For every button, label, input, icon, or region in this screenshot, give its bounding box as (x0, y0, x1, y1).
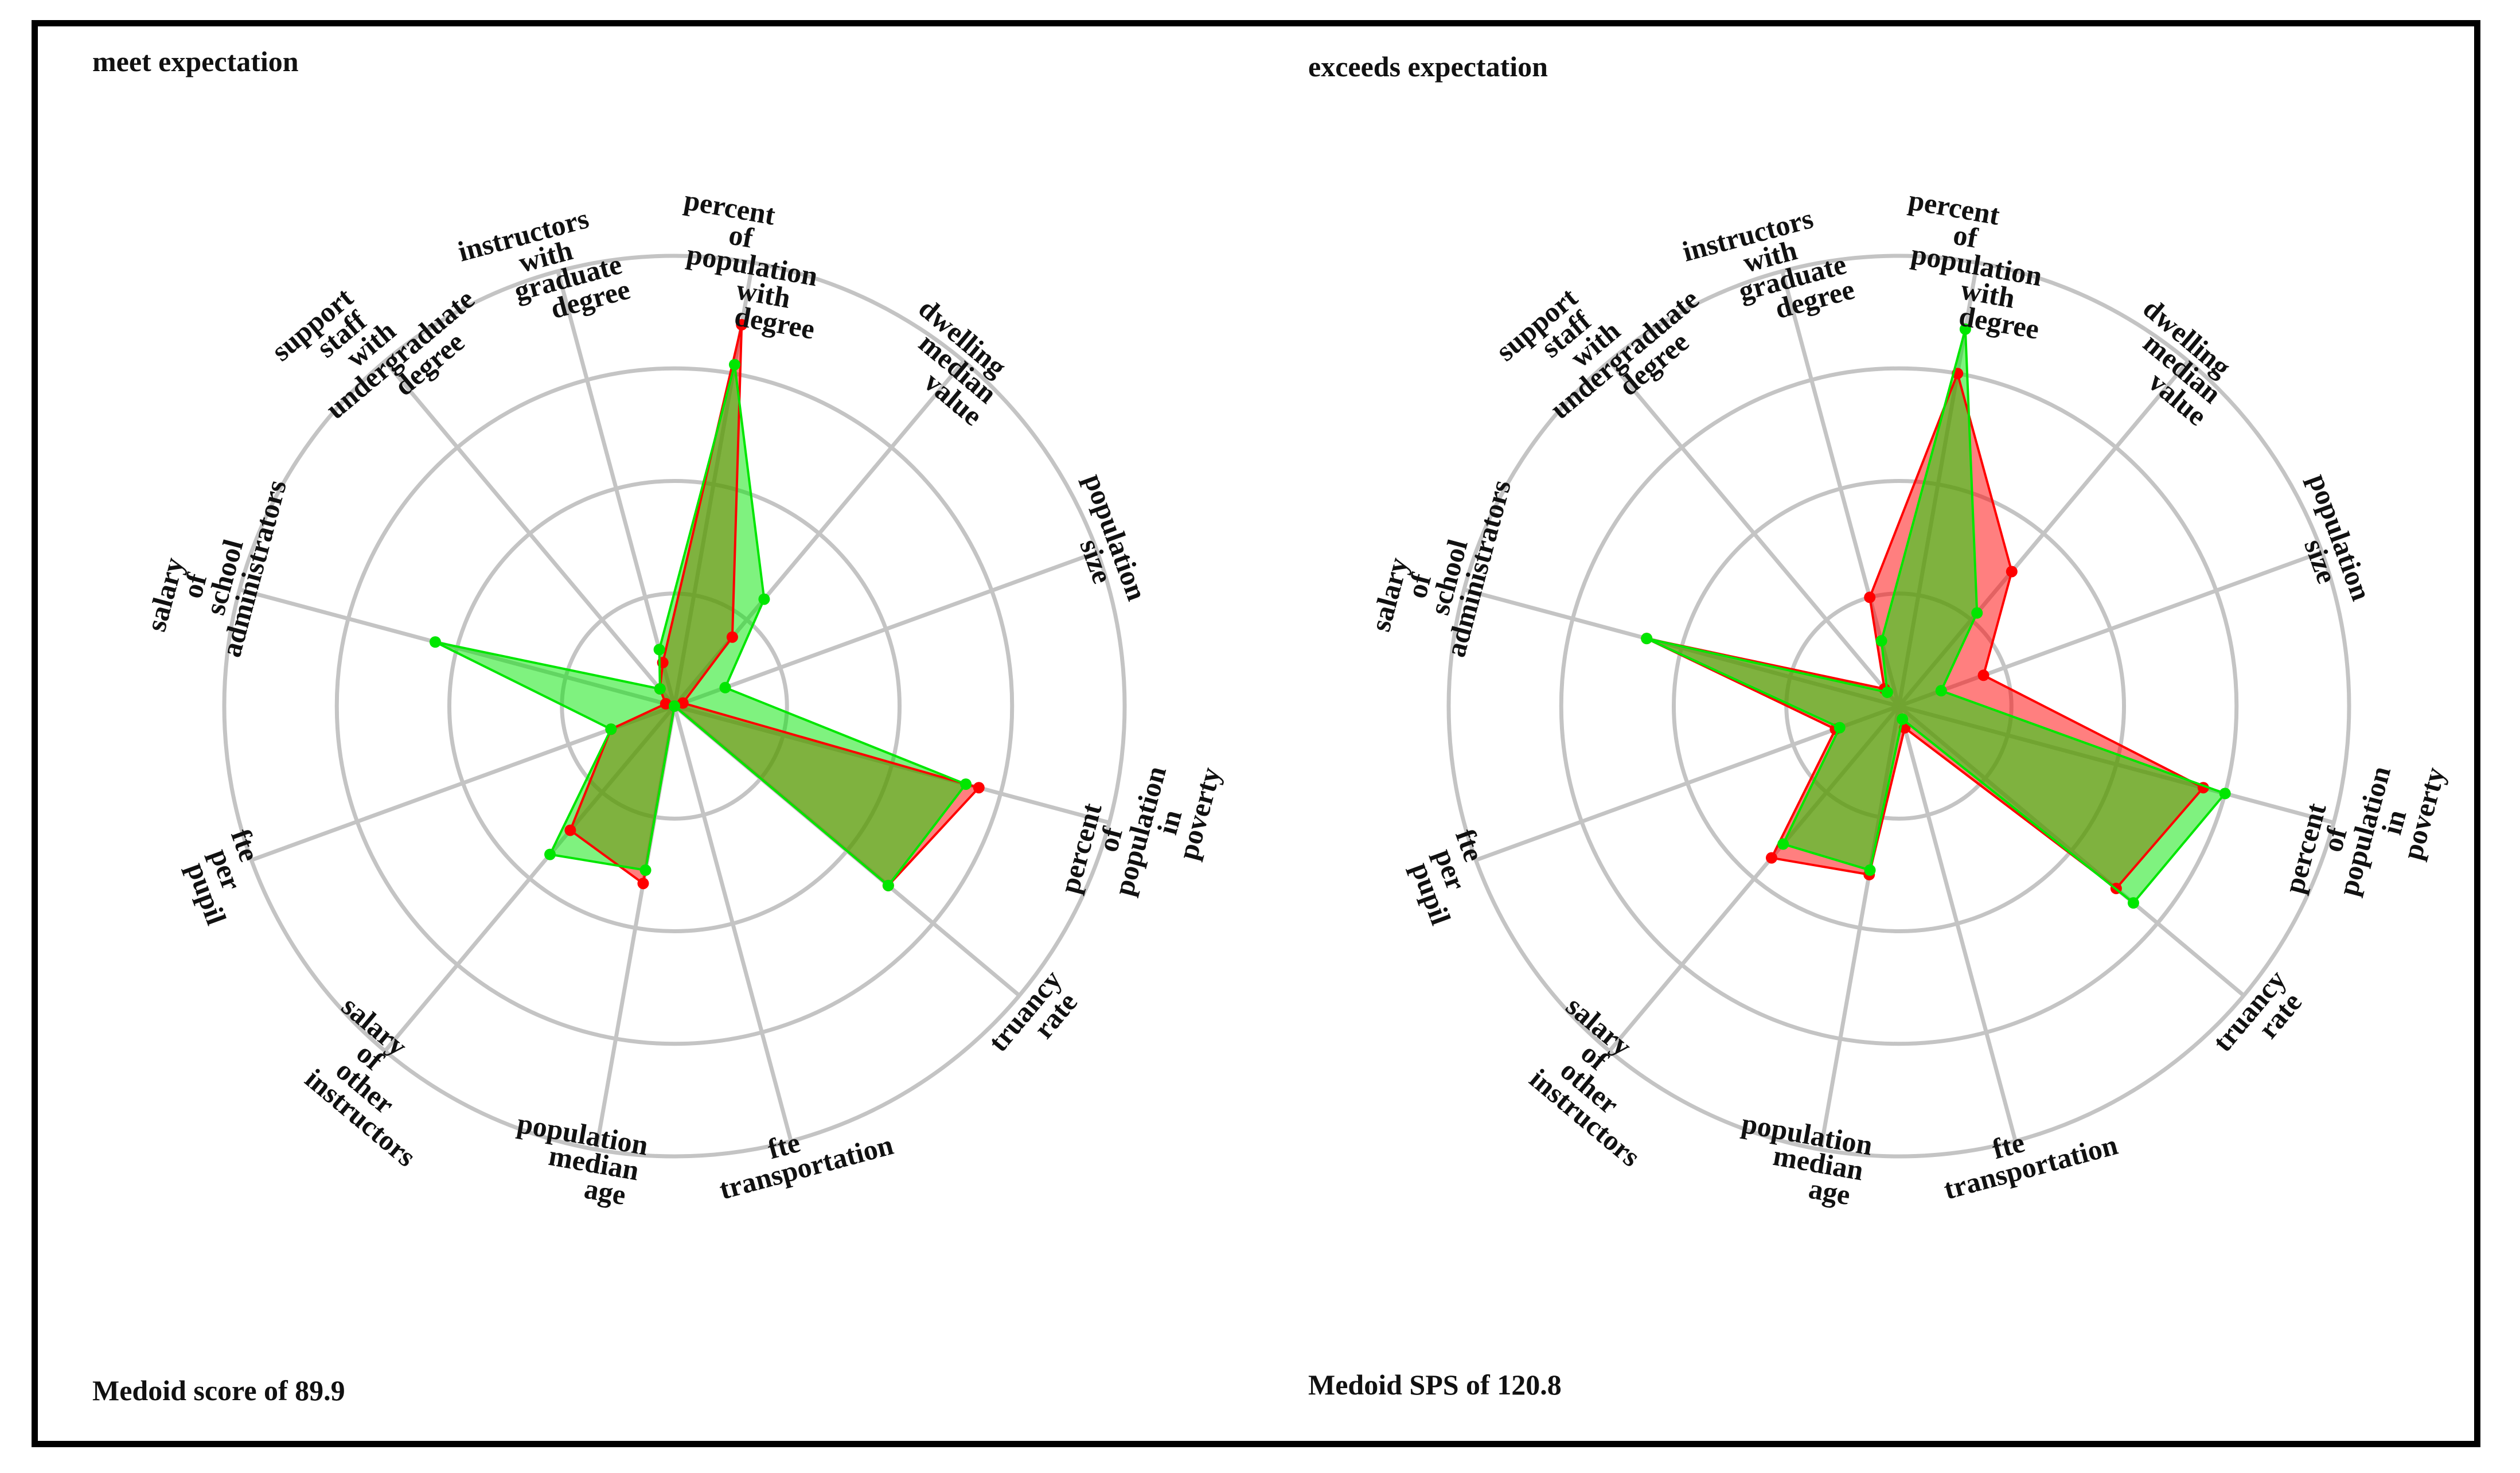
data-point-green (1971, 607, 1983, 619)
data-point-green (728, 358, 740, 371)
data-point-green (1864, 864, 1876, 876)
data-point-red (726, 631, 738, 643)
grid-ring (447, 479, 902, 933)
data-point-red (637, 878, 649, 890)
figure-frame: meet expectation percent of population with d… (32, 20, 2480, 1447)
series-area-green (1647, 329, 2225, 903)
data-point-green (429, 636, 441, 648)
data-point-green (1881, 686, 1893, 698)
chart-title: exceeds expectation (1308, 50, 1548, 83)
data-point-green (719, 681, 731, 693)
data-point-green (1959, 323, 1971, 335)
data-point-green (1935, 685, 1947, 697)
data-point-green (1777, 838, 1789, 850)
axis-label-word: percent (682, 184, 778, 231)
radar-chart-2: exceeds expectation percentofpopulationwi… (1308, 50, 2451, 1401)
data-point-green (960, 778, 972, 790)
chart-title: meet expectation (92, 45, 299, 77)
data-point-green (758, 593, 770, 605)
axis-label-word: percent (1906, 184, 2003, 231)
grid-ring (334, 366, 1015, 1046)
axis-label-word: transportation (716, 1128, 896, 1206)
data-point-green (2127, 897, 2139, 909)
data-point-red (1765, 852, 1777, 864)
data-point-green (1875, 635, 1887, 647)
axis-spoke (673, 550, 1098, 708)
data-point-red (1977, 669, 1990, 681)
axis-spoke (251, 704, 676, 862)
axis-spoke (383, 360, 676, 708)
chart-footer: Medoid score of 89.9 (92, 1374, 345, 1406)
axis-spoke (556, 270, 677, 707)
axis-spoke (1897, 706, 2018, 1142)
axis-label-word: degree (1957, 299, 2042, 345)
data-point-red (2006, 566, 2018, 578)
data-point-red (564, 824, 576, 836)
data-point-green (669, 700, 680, 712)
axis-spoke (672, 706, 793, 1142)
data-point-green (1834, 722, 1846, 734)
radar-figure: meet expectation percentofpopulationwithd… (92, 45, 2451, 1406)
axis-label-word: age (582, 1172, 629, 1211)
data-point-green (639, 864, 652, 876)
series-area-green (435, 364, 966, 886)
axis-label-word: transportation (1940, 1128, 2121, 1206)
axis-label-word: degree (732, 299, 817, 345)
data-point-green (2219, 788, 2231, 800)
data-point-green (605, 723, 617, 735)
data-point-red (973, 782, 985, 794)
axis-spoke (1475, 704, 1900, 862)
data-point-red (1864, 591, 1876, 603)
radar-chart-1: meet expectation percentofpopulationwithd… (92, 45, 1227, 1406)
data-point-green (1641, 633, 1653, 645)
data-point-green (653, 644, 665, 656)
axis-spoke (1608, 360, 1901, 708)
data-point-red (736, 319, 748, 331)
axis-label-word: age (1807, 1172, 1853, 1211)
data-point-green (654, 683, 666, 695)
data-point-green (882, 879, 894, 891)
grid-ring (222, 254, 1127, 1159)
grid-ring (1446, 254, 2351, 1159)
data-point-red (660, 697, 672, 710)
data-point-green (544, 848, 556, 860)
grid-ring (1559, 366, 2239, 1046)
data-point-green (1897, 713, 1909, 725)
chart-footer: Medoid SPS of 120.8 (1308, 1369, 1562, 1401)
grid-ring (1672, 479, 2126, 933)
